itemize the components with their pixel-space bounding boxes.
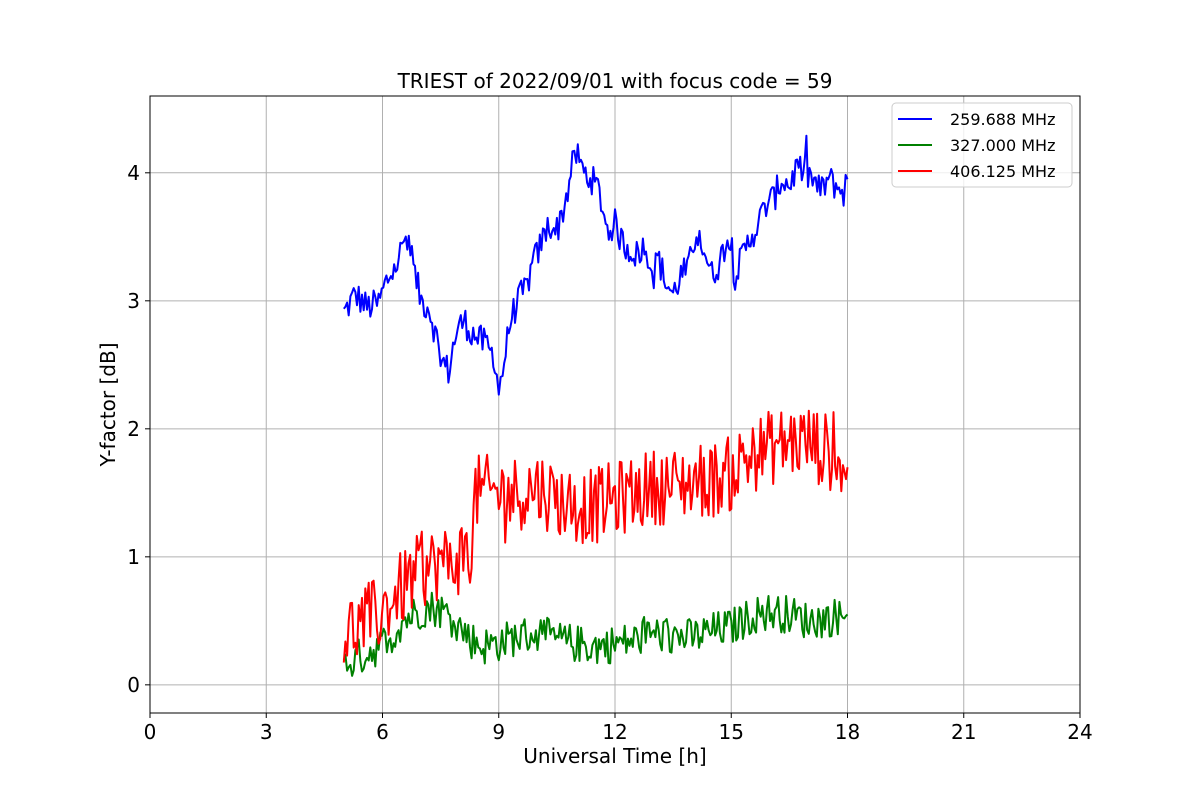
grid [149,96,1081,713]
x-tick-label: 0 [144,720,157,744]
x-tick-label: 15 [719,720,744,744]
x-tick-label: 18 [835,720,860,744]
chart-title: TRIEST of 2022/09/01 with focus code = 5… [397,69,833,93]
legend-label: 259.688 MHz [950,110,1055,129]
x-tick-label: 21 [951,720,976,744]
series-line [342,591,849,677]
y-tick-label: 2 [127,417,140,441]
series-line [343,134,849,396]
y-tick-label: 0 [127,673,140,697]
legend-entries: 259.688 MHz 327.000 MHz 406.125 MHz [898,110,1055,181]
x-tick-label: 6 [376,720,389,744]
x-tick-label: 3 [260,720,273,744]
x-tick-label: 12 [602,720,627,744]
legend-label: 327.000 MHz [950,136,1055,155]
y-tick-label: 1 [127,545,140,569]
legend-label: 406.125 MHz [950,162,1055,181]
x-tick-label: 24 [1067,720,1092,744]
legend-box [891,102,1073,188]
series-group [342,134,849,677]
y-axis-label: Y-factor [dB] [96,342,120,467]
series-line [342,409,849,663]
x-tick-label: 9 [492,720,505,744]
x-axis-label: Universal Time [h] [523,744,706,768]
legend: 259.688 MHz 327.000 MHz 406.125 MHz [891,102,1073,188]
y-tick-label: 4 [127,161,140,185]
y-tick-label: 3 [127,289,140,313]
